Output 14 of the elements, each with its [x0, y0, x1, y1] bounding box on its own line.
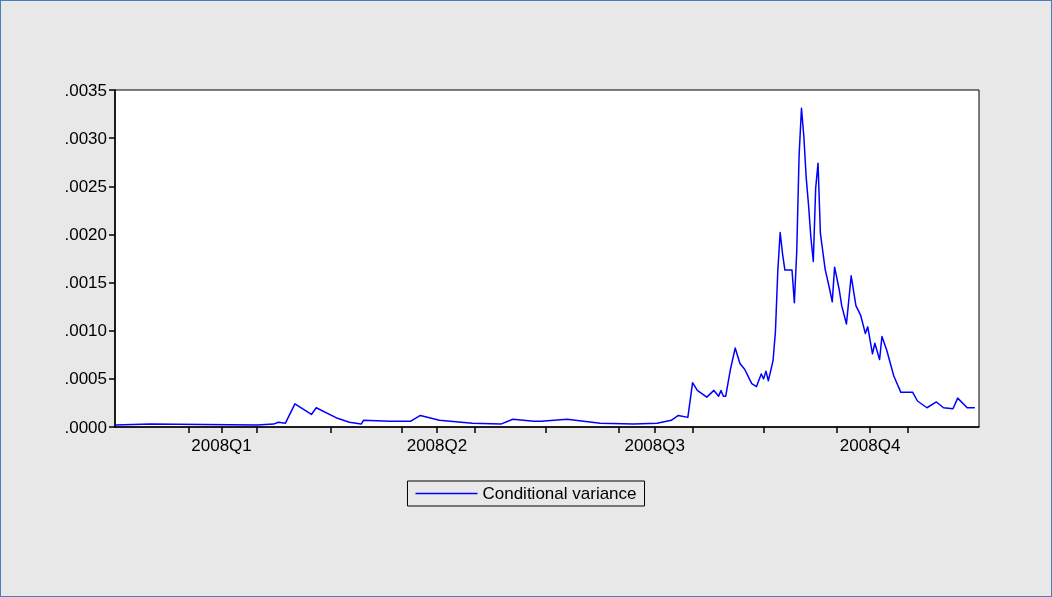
y-tick-label: .0005 [64, 369, 107, 389]
x-tick-label: 2008Q4 [839, 436, 901, 455]
y-tick-label: .0025 [64, 176, 107, 196]
y-tick-label: .0035 [64, 80, 107, 100]
y-tick-label: .0010 [64, 321, 107, 341]
y-tick-label: .0015 [64, 273, 107, 293]
y-tick-label: .0020 [64, 224, 107, 244]
y-tick-label: .0000 [64, 417, 107, 437]
line-series [114, 107, 976, 426]
legend-label: Conditional variance [482, 484, 637, 503]
x-tick-label: 2008Q3 [624, 436, 685, 455]
y-tick-label: .0030 [64, 128, 107, 148]
x-tick-label: 2008Q2 [406, 436, 468, 455]
x-tick-label: 2008Q1 [191, 436, 252, 455]
